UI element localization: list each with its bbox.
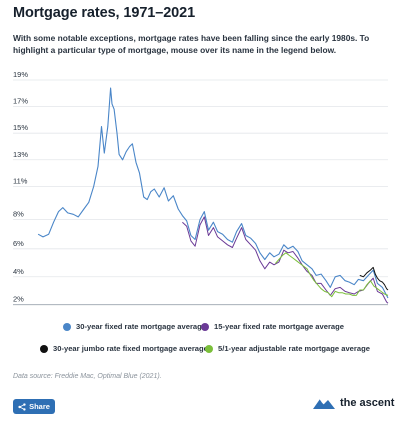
y-tick-label: 17% — [13, 97, 28, 106]
legend-item-15yr-fixed[interactable]: 15-year fixed rate mortgage average — [201, 322, 344, 331]
legend-item-30yr-fixed[interactable]: 30-year fixed rate mortgage average — [63, 322, 206, 331]
y-tick-label: 8% — [13, 210, 24, 219]
legend-dot-icon — [40, 344, 48, 353]
legend-dot-icon — [201, 322, 209, 331]
series-line-1 — [182, 216, 389, 304]
y-tick-label: 13% — [13, 150, 28, 159]
legend-item-5-1-arm[interactable]: 5/1-year adjustable rate mortgage averag… — [205, 344, 370, 353]
chart-subtitle: With some notable exceptions, mortgage r… — [13, 33, 370, 55]
y-tick-label: 6% — [13, 239, 24, 248]
series-line-0 — [37, 87, 389, 299]
y-tick-label: 2% — [13, 295, 24, 304]
ascent-logo-icon — [313, 398, 335, 409]
y-tick-label: 15% — [13, 123, 28, 132]
legend-label: 30-year fixed rate mortgage average — [76, 322, 207, 331]
legend-label: 30-year jumbo rate fixed mortgage averag… — [53, 344, 208, 353]
chart-title: Mortgage rates, 1971–2021 — [13, 5, 196, 21]
share-icon — [18, 402, 26, 411]
legend-dot-icon — [205, 344, 213, 353]
share-label: Share — [29, 402, 50, 411]
brand-logo[interactable]: the ascent — [312, 396, 394, 410]
data-source-note: Data source: Freddie Mac, Optimal Blue (… — [13, 373, 162, 380]
brand-name: the ascent — [340, 397, 395, 409]
legend-dot-icon — [63, 322, 71, 331]
legend-label: 15-year fixed rate mortgage average — [214, 322, 345, 331]
y-tick-label: 11% — [13, 176, 28, 185]
series-line-2 — [359, 266, 389, 291]
series-line-3 — [275, 252, 389, 298]
legend-label: 5/1-year adjustable rate mortgage averag… — [218, 344, 370, 353]
y-tick-label: 19% — [13, 70, 28, 79]
legend-item-30yr-jumbo[interactable]: 30-year jumbo rate fixed mortgage averag… — [40, 344, 208, 353]
y-tick-label: 4% — [13, 267, 24, 276]
share-button[interactable]: Share — [13, 399, 55, 414]
